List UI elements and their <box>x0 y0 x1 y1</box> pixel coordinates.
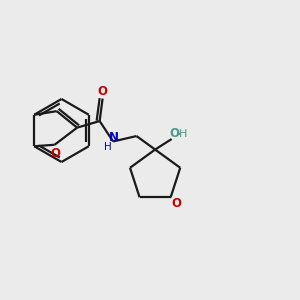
Text: O: O <box>169 127 179 140</box>
Text: H: H <box>179 129 187 139</box>
Text: N: N <box>109 131 119 144</box>
Text: O: O <box>98 85 108 98</box>
Text: H: H <box>104 142 112 152</box>
Text: O: O <box>171 197 181 210</box>
Text: O: O <box>51 147 61 160</box>
